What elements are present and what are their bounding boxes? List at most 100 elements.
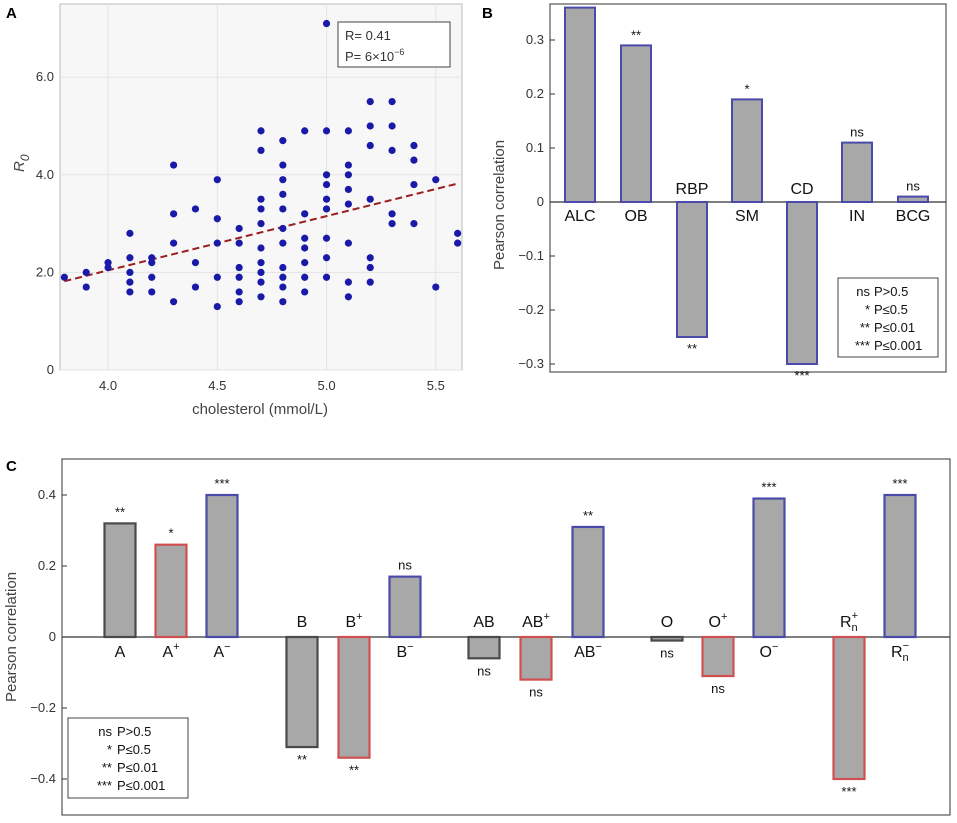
panel-b-category-label: CD <box>790 181 813 198</box>
scatter-point <box>388 220 396 228</box>
scatter-point <box>366 254 374 262</box>
panel-b-sig-label: ns <box>906 179 920 194</box>
panel-c: C 0.40.20−0.2−0.4 A**A+*A−***B**B+**B−ns… <box>3 458 951 816</box>
panel-c-category-label: Rn− <box>891 640 909 664</box>
panel-b-category-label: ALC <box>564 208 595 225</box>
scatter-point <box>301 244 309 252</box>
scatter-point <box>410 141 418 150</box>
legend-text: P≤0.5 <box>117 742 151 757</box>
panel-b-ticks: 0.40.30.20.10−0.1−0.2−0.3 <box>518 32 555 371</box>
legend-symbol: * <box>865 302 870 317</box>
panel-c-sig-label: *** <box>761 480 776 495</box>
panel-c-sig-label: ns <box>529 685 543 700</box>
panel-c-bar <box>205 493 239 639</box>
scatter-point <box>279 263 287 272</box>
panel-b-sig-label: ** <box>631 27 641 42</box>
scatter-point <box>257 220 265 228</box>
panel-a-xtick-label: 5.5 <box>427 378 445 393</box>
panel-b-ytick-label: −0.3 <box>518 356 544 371</box>
legend-text: P≤0.001 <box>117 778 165 793</box>
panel-c-category-label: B+ <box>345 611 362 631</box>
panel-a-fit-line <box>64 182 458 283</box>
panel-c-sig-label: ns <box>711 681 725 696</box>
panel-a-xtick-label: 5.0 <box>318 378 336 393</box>
scatter-point <box>301 234 309 242</box>
scatter-point <box>322 234 331 242</box>
panel-b-ytick-label: 0.3 <box>526 32 544 47</box>
panel-b-category-label: SM <box>735 208 759 225</box>
panel-b-ylabel: Pearson correlation <box>491 140 508 270</box>
scatter-point <box>279 273 287 281</box>
scatter-point <box>60 273 68 281</box>
panel-c-bar <box>519 635 553 681</box>
scatter-point <box>235 273 243 281</box>
scatter-point <box>432 176 440 184</box>
scatter-point <box>344 278 352 286</box>
panel-c-bar <box>571 525 605 639</box>
panel-a-xtick-label: 4.0 <box>99 378 117 393</box>
panel-c-bar <box>154 543 188 639</box>
panel-c-category-label: A <box>115 644 126 661</box>
scatter-point <box>126 278 134 286</box>
scatter-point <box>257 244 265 252</box>
panel-c-ytick-label: 0.2 <box>38 558 56 573</box>
panel-b-sig-label: ** <box>687 341 697 356</box>
scatter-point <box>366 98 374 106</box>
scatter-point <box>344 161 352 169</box>
legend-text: P≤0.5 <box>874 302 908 317</box>
scatter-point <box>366 122 374 130</box>
scatter-point <box>148 273 156 281</box>
panel-b-bar <box>841 141 873 204</box>
scatter-point <box>410 220 418 228</box>
scatter-point <box>191 283 200 291</box>
panel-c-letter: C <box>6 458 17 475</box>
panel-c-bar <box>337 635 371 759</box>
panel-a-letter: A <box>6 5 17 22</box>
scatter-point <box>82 283 90 291</box>
scatter-point <box>301 288 309 296</box>
scatter-point <box>279 205 287 213</box>
panel-a-xlabel: cholesterol (mmol/L) <box>192 401 328 418</box>
panel-c-ytick-label: 0 <box>49 629 56 644</box>
panel-c-sig-label: ** <box>297 752 307 767</box>
scatter-point <box>257 205 265 213</box>
legend-symbol: *** <box>97 778 112 793</box>
scatter-point <box>344 171 352 179</box>
scatter-point <box>322 254 331 262</box>
panel-c-sig-label: *** <box>214 476 229 491</box>
panel-c-category-label: B− <box>396 641 413 661</box>
scatter-point <box>235 263 243 272</box>
scatter-point <box>148 288 156 296</box>
scatter-point <box>322 19 331 28</box>
scatter-point <box>257 268 265 276</box>
scatter-point <box>432 283 440 291</box>
scatter-point <box>279 190 287 198</box>
panel-c-bars: A**A+*A−***B**B+**B−nsABnsAB+nsAB−**OnsO… <box>103 476 917 799</box>
scatter-point <box>170 239 178 247</box>
scatter-point <box>213 273 221 281</box>
panel-b-bar <box>897 195 929 204</box>
scatter-point <box>257 195 265 203</box>
panel-b-sig-label: ns <box>850 125 864 140</box>
scatter-point <box>410 180 418 189</box>
panel-b-letter: B <box>482 5 493 22</box>
legend-text: P>0.5 <box>117 724 151 739</box>
panel-c-bar <box>883 493 917 639</box>
panel-a-xtick-label: 4.5 <box>208 378 226 393</box>
panel-c-ytick-label: −0.4 <box>30 771 56 786</box>
panel-c-ytick-label: −0.2 <box>30 700 56 715</box>
stats-p-value: P= 6×10−6 <box>345 47 404 64</box>
scatter-point <box>170 298 178 306</box>
panel-c-bar <box>467 635 501 660</box>
panel-c-category-label: B <box>297 614 308 631</box>
legend-symbol: * <box>107 742 112 757</box>
scatter-point <box>344 185 352 194</box>
panel-b-sig-label: * <box>744 81 749 96</box>
panel-b-ytick-label: 0.2 <box>526 86 544 101</box>
scatter-point <box>366 141 374 150</box>
scatter-point <box>279 283 287 291</box>
scatter-point <box>322 195 331 203</box>
panel-c-category-label: AB <box>473 614 494 631</box>
scatter-point <box>454 229 462 237</box>
panel-a-ytick-label: 0 <box>47 362 54 377</box>
